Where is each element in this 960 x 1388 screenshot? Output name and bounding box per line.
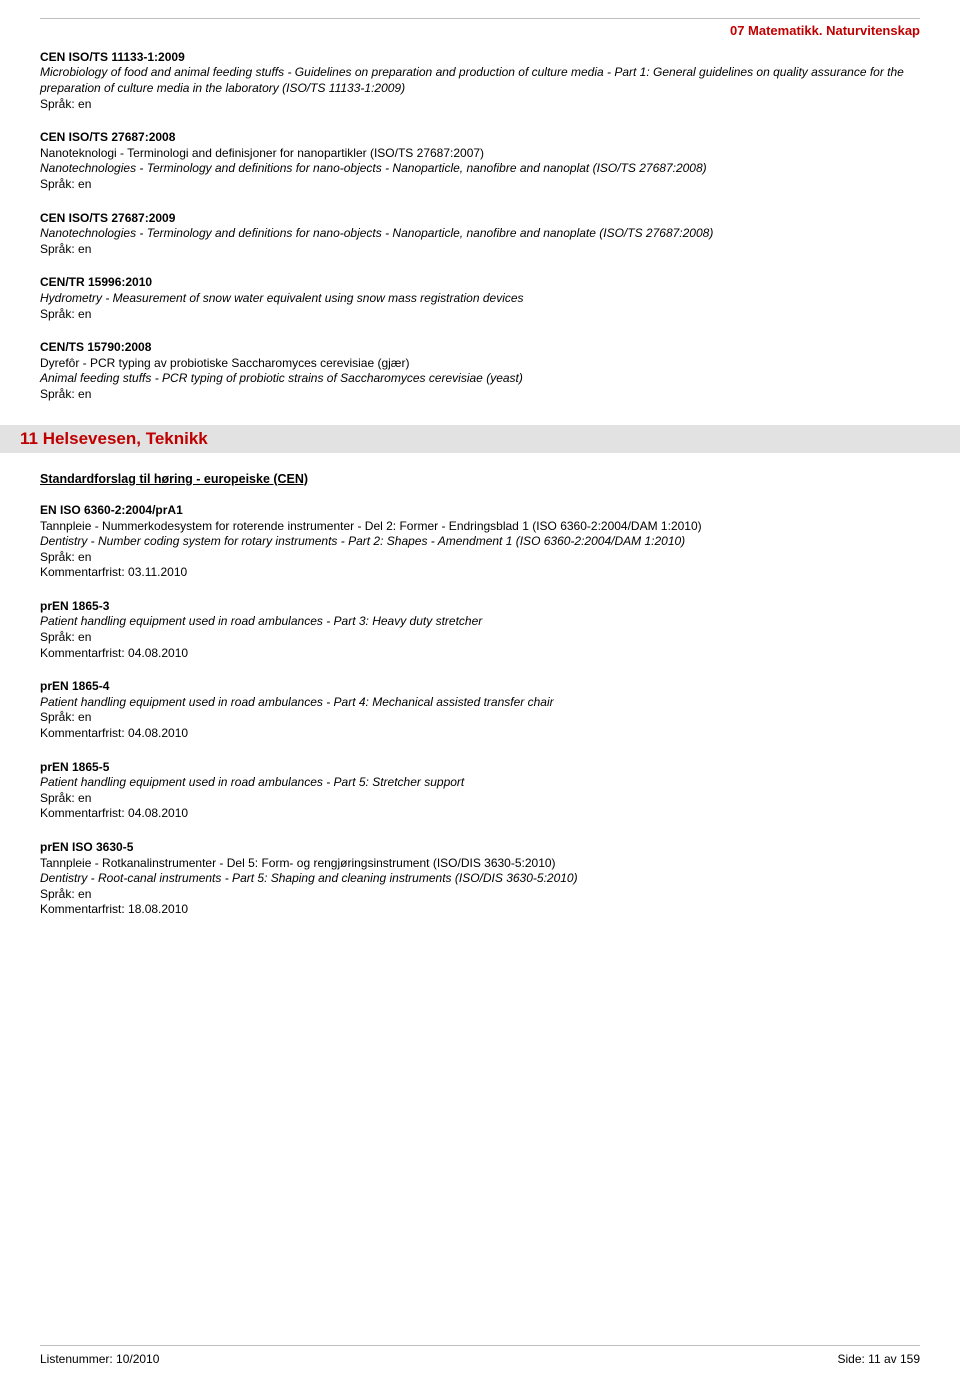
entry-lang: Språk: en [40, 710, 920, 726]
entry-lang: Språk: en [40, 550, 920, 566]
entry-code: prEN 1865-3 [40, 599, 920, 615]
entry-code: CEN/TS 15790:2008 [40, 340, 920, 356]
entry-desc-italic: Patient handling equipment used in road … [40, 614, 920, 630]
entry-lang: Språk: en [40, 97, 920, 113]
entry-desc-italic: Patient handling equipment used in road … [40, 775, 920, 791]
entry-deadline: Kommentarfrist: 03.11.2010 [40, 565, 920, 581]
entry-desc-italic: Microbiology of food and animal feeding … [40, 65, 920, 96]
standard-entry: prEN 1865-4 Patient handling equipment u… [40, 679, 920, 741]
standard-entry: CEN ISO/TS 27687:2009 Nanotechnologies -… [40, 211, 920, 258]
entry-lang: Språk: en [40, 177, 920, 193]
entry-code: prEN 1865-4 [40, 679, 920, 695]
standard-entry: CEN ISO/TS 11133-1:2009 Microbiology of … [40, 50, 920, 112]
entry-desc-italic: Nanotechnologies - Terminology and defin… [40, 226, 920, 242]
standard-entry: EN ISO 6360-2:2004/prA1 Tannpleie - Numm… [40, 503, 920, 581]
entry-deadline: Kommentarfrist: 04.08.2010 [40, 806, 920, 822]
entry-lang: Språk: en [40, 630, 920, 646]
entry-code: CEN ISO/TS 27687:2009 [40, 211, 920, 227]
entry-desc: Tannpleie - Rotkanalinstrumenter - Del 5… [40, 856, 920, 872]
footer-right: Side: 11 av 159 [837, 1352, 920, 1368]
standard-entry: CEN/TS 15790:2008 Dyrefôr - PCR typing a… [40, 340, 920, 402]
standard-entry: prEN ISO 3630-5 Tannpleie - Rotkanalinst… [40, 840, 920, 918]
entry-desc: Nanoteknologi - Terminologi and definisj… [40, 146, 920, 162]
subheading: Standardforslag til høring - europeiske … [40, 471, 920, 487]
standard-entry: CEN ISO/TS 27687:2008 Nanoteknologi - Te… [40, 130, 920, 192]
entry-desc-italic: Dentistry - Number coding system for rot… [40, 534, 920, 550]
page-footer: Listenummer: 10/2010 Side: 11 av 159 [40, 1345, 920, 1368]
entry-desc-italic: Patient handling equipment used in road … [40, 695, 920, 711]
entry-desc-italic: Nanotechnologies - Terminology and defin… [40, 161, 920, 177]
entry-deadline: Kommentarfrist: 04.08.2010 [40, 726, 920, 742]
entry-code: CEN ISO/TS 11133-1:2009 [40, 50, 920, 66]
entry-desc-italic: Animal feeding stuffs - PCR typing of pr… [40, 371, 920, 387]
section-title: 11 Helsevesen, Teknikk [0, 425, 960, 453]
entry-desc: Tannpleie - Nummerkodesystem for roteren… [40, 519, 920, 535]
entry-lang: Språk: en [40, 791, 920, 807]
entry-desc: Dyrefôr - PCR typing av probiotiske Sacc… [40, 356, 920, 372]
top-rule [40, 18, 920, 19]
category-header: 07 Matematikk. Naturvitenskap [40, 23, 920, 40]
entry-code: CEN/TR 15996:2010 [40, 275, 920, 291]
entry-code: EN ISO 6360-2:2004/prA1 [40, 503, 920, 519]
standard-entry: prEN 1865-3 Patient handling equipment u… [40, 599, 920, 661]
entry-deadline: Kommentarfrist: 18.08.2010 [40, 902, 920, 918]
entry-lang: Språk: en [40, 887, 920, 903]
entry-code: prEN 1865-5 [40, 760, 920, 776]
entry-code: prEN ISO 3630-5 [40, 840, 920, 856]
entry-lang: Språk: en [40, 387, 920, 403]
entry-deadline: Kommentarfrist: 04.08.2010 [40, 646, 920, 662]
entry-lang: Språk: en [40, 307, 920, 323]
standard-entry: CEN/TR 15996:2010 Hydrometry - Measureme… [40, 275, 920, 322]
entry-desc-italic: Hydrometry - Measurement of snow water e… [40, 291, 920, 307]
footer-left: Listenummer: 10/2010 [40, 1352, 159, 1368]
entry-code: CEN ISO/TS 27687:2008 [40, 130, 920, 146]
entry-lang: Språk: en [40, 242, 920, 258]
standard-entry: prEN 1865-5 Patient handling equipment u… [40, 760, 920, 822]
entry-desc-italic: Dentistry - Root-canal instruments - Par… [40, 871, 920, 887]
